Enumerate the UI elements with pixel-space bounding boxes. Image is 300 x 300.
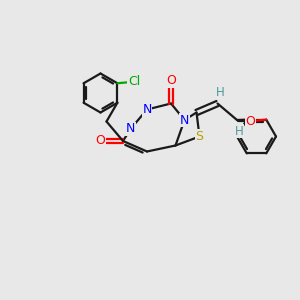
Text: O: O: [246, 115, 256, 128]
Text: S: S: [196, 130, 203, 143]
Text: N: N: [126, 122, 135, 136]
Text: O: O: [96, 134, 105, 148]
Text: N: N: [142, 103, 152, 116]
Text: O: O: [166, 74, 176, 88]
Text: H: H: [216, 85, 225, 99]
Text: H: H: [235, 125, 244, 138]
Text: Cl: Cl: [128, 75, 140, 88]
Text: N: N: [180, 113, 189, 127]
